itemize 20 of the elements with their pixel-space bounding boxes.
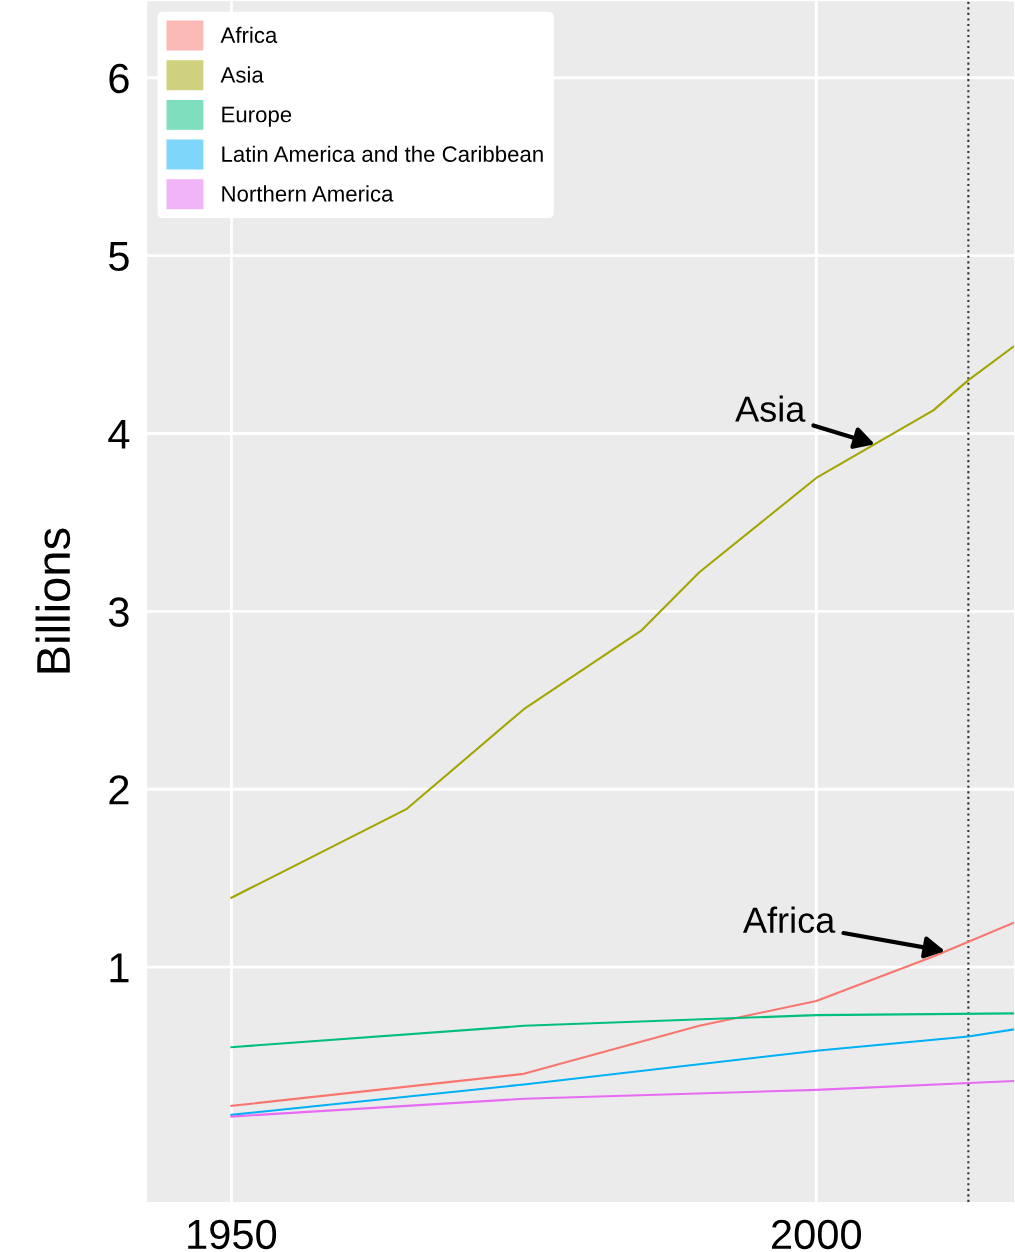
legend-label: Latin America and the Caribbean — [222, 145, 543, 163]
y-tick-label: 3 — [108, 597, 129, 627]
line-series — [230, 1079, 1014, 1118]
legend-label: Africa — [220, 26, 278, 44]
line-series — [230, 1028, 1014, 1116]
y-axis-title: Billions — [35, 528, 71, 673]
annotation: Asia — [735, 395, 806, 422]
y-tick-label: 2 — [109, 775, 129, 805]
line-series — [230, 345, 1014, 899]
y-tick-label: 5 — [109, 242, 129, 272]
x-tick-label: 1950 — [188, 1219, 277, 1250]
legend-label: Europe — [222, 106, 292, 127]
line-series — [230, 1012, 1014, 1049]
y-tick-label: 4 — [108, 419, 130, 449]
legend-label: Asia — [220, 66, 264, 83]
y-tick-label: 6 — [109, 63, 129, 94]
annotation: Africa — [743, 906, 836, 934]
y-tick-label: 1 — [110, 953, 129, 983]
legend-label: Northern America — [222, 185, 394, 202]
x-tick-label: 2000 — [772, 1219, 862, 1250]
